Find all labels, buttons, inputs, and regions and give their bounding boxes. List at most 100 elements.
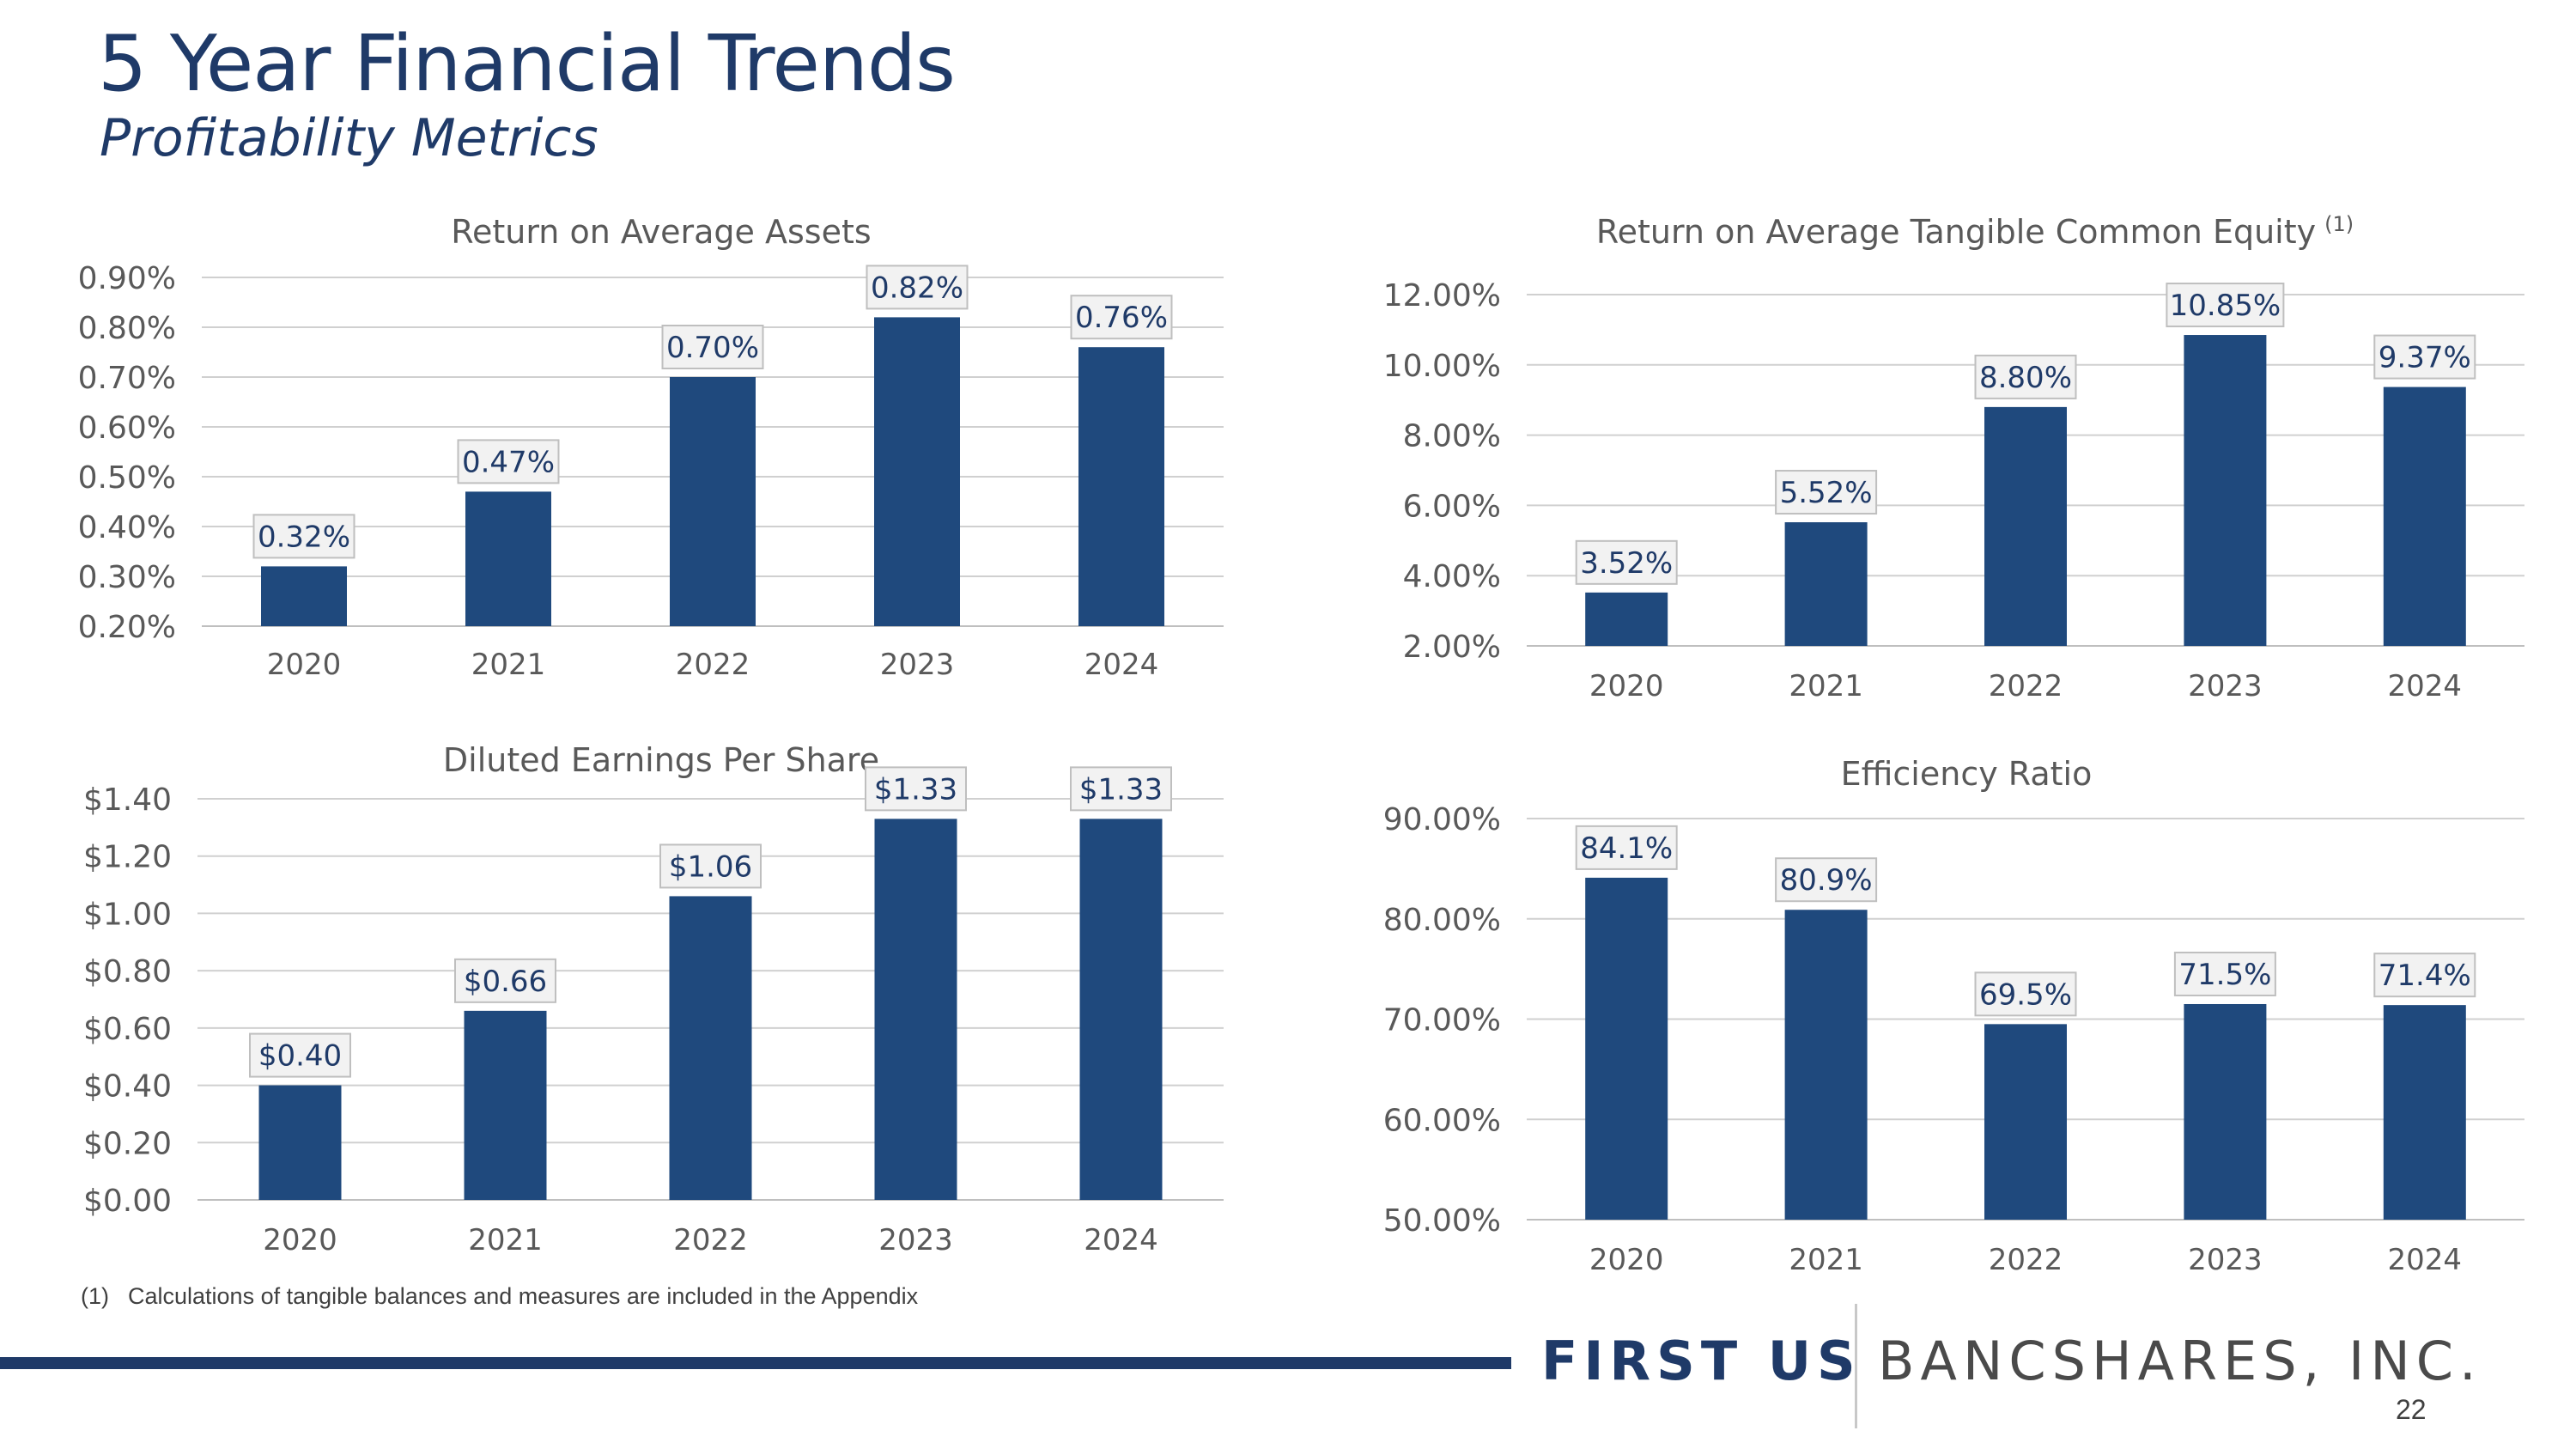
data-label-box [661,325,764,369]
y-tick-label: 0.20% [78,610,176,645]
data-label-box [1775,470,1878,515]
data-label-text: 0.70% [666,331,759,365]
data-label-box [2166,283,2285,328]
x-tick-label: 2020 [1589,1243,1664,1277]
x-tick-label: 2022 [1989,1243,2063,1277]
chart-title-footnote-ref: (1) [2324,212,2354,236]
data-label: 0.32% [252,514,355,559]
data-label: 8.80% [1974,354,2077,399]
y-tick-label: 10.00% [1383,349,1501,384]
data-label-text: $0.66 [464,965,547,999]
x-tick-label: 2024 [2388,1243,2463,1277]
y-tick-label: 0.60% [78,411,176,446]
data-label: $1.33 [1070,766,1172,812]
data-label: 10.85% [2166,283,2285,328]
logo-first-us: FIRST US [1541,1330,1862,1392]
data-label: $0.66 [454,958,556,1003]
bar-2024 [2383,1005,2466,1220]
y-tick-label: 12.00% [1383,278,1501,314]
data-label-box [659,843,762,889]
bar-2021 [465,491,551,626]
data-label: $1.33 [865,766,967,812]
x-tick-label: 2023 [878,1223,953,1257]
data-label: $1.06 [659,843,762,889]
bar-2024 [1078,347,1164,626]
x-tick-label: 2020 [1589,669,1664,703]
data-label-text: $0.40 [258,1039,342,1074]
chart-return-on-average-assets: Return on Average Assets 0.20% 0.30% 0.40% 0… [78,213,1224,682]
data-label-box [2373,953,2476,998]
data-label-text: 5.52% [1780,476,1873,510]
y-tick-label: 2.00% [1403,630,1501,665]
data-label-text: 69.5% [1979,977,2072,1012]
x-tick-label: 2022 [1989,669,2063,703]
data-label-text: 3.52% [1580,546,1673,581]
bar-2021 [464,1010,547,1200]
data-label-box [1575,539,1678,585]
x-tick-label: 2023 [880,648,955,682]
bar-2021 [1784,910,1868,1220]
y-tick-label: 0.30% [78,560,176,595]
x-tick-label: 2023 [2188,1243,2263,1277]
data-label: 0.82% [866,265,969,310]
y-tick-label: $0.60 [83,1012,172,1047]
data-label-box [1070,766,1172,812]
data-label-box [866,265,969,310]
data-label-box [1070,295,1173,340]
data-label-text: 71.4% [2379,959,2471,993]
data-label: 84.1% [1575,825,1678,870]
data-label-box [457,439,560,484]
x-tick-label: 2021 [471,648,546,682]
data-label-text: 0.47% [462,445,555,479]
bar-2023 [874,317,960,626]
bar-2020 [261,566,347,626]
y-tick-label: 60.00% [1383,1103,1501,1138]
bar-2022 [1984,1024,2067,1220]
x-tick-label: 2022 [673,1223,748,1257]
page-subtitle: Profitability Metrics [100,108,598,168]
data-label-box [1575,825,1678,870]
chart-return-on-tangible-common-equity: Return on Average Tangible Common Equity… [1383,212,2524,703]
x-tick-label: 2021 [468,1223,543,1257]
data-label-box [865,766,967,812]
data-label-box [1974,354,2077,399]
bar-2020 [258,1085,342,1200]
logo-divider [1855,1304,1857,1428]
data-label-text: 0.76% [1075,301,1168,335]
bar-2024 [2383,387,2466,646]
x-tick-label: 2024 [1084,648,1159,682]
footer-rule [0,1357,1511,1369]
page-number: 22 [2396,1394,2427,1425]
y-tick-label: 80.00% [1383,903,1501,938]
data-label-text: 10.85% [2170,289,2281,323]
x-tick-label: 2024 [1084,1223,1158,1257]
chart-title: Return on Average Assets [451,213,871,251]
y-tick-label: 70.00% [1383,1003,1501,1038]
data-label-text: $1.33 [1079,772,1163,807]
bar-2020 [1585,592,1668,646]
x-tick-label: 2022 [676,648,750,682]
y-tick-label: 4.00% [1403,559,1501,594]
data-label: 80.9% [1775,857,1878,903]
y-tick-label: $1.40 [83,782,172,818]
x-tick-label: 2020 [267,648,342,682]
chart-title: Diluted Earnings Per Share [443,741,879,779]
data-label-text: $1.33 [874,772,957,807]
y-tick-label: 50.00% [1383,1203,1501,1239]
x-tick-label: 2024 [2388,669,2463,703]
bar-2020 [1585,877,1668,1220]
data-label-box [252,514,355,559]
y-tick-label: $1.20 [83,840,172,875]
footnote-text: Calculations of tangible balances and me… [128,1283,919,1309]
bar-2021 [1784,522,1868,646]
data-label-box [2173,951,2276,996]
data-label: 69.5% [1974,971,2077,1017]
bar-2024 [1079,819,1163,1200]
data-label-text: 8.80% [1979,361,2072,395]
chart-title: Return on Average Tangible Common Equity… [1596,212,2354,251]
data-label: 71.4% [2373,953,2476,998]
data-label-box [454,958,556,1003]
data-label: 3.52% [1575,539,1678,585]
data-label: 0.47% [457,439,560,484]
data-label-text: 84.1% [1580,831,1673,866]
